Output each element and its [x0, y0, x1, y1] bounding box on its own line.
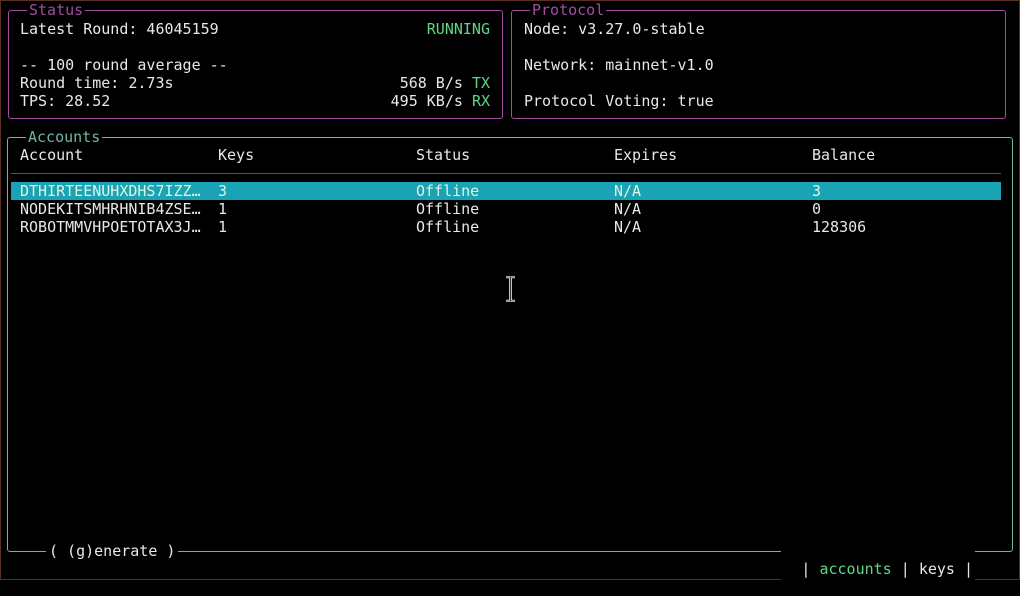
status-title: Status — [27, 1, 86, 19]
header-divider — [11, 173, 1001, 174]
table-cell: ROBOTMMVHPOETOTAX3J… — [20, 218, 201, 236]
table-cell: N/A — [614, 182, 642, 200]
table-cell: 3 — [812, 182, 822, 200]
table-cell: Offline — [416, 218, 480, 236]
column-header: Account — [20, 146, 84, 164]
node-version: Node: v3.27.0-stable — [524, 20, 705, 38]
table-cell: 1 — [218, 200, 228, 218]
tab-separator: | — [963, 560, 973, 578]
table-cell: Offline — [416, 182, 480, 200]
table-cell: 1 — [218, 218, 228, 236]
tab-separator: | — [900, 560, 910, 578]
text-cursor-icon — [506, 276, 515, 302]
column-header: Balance — [812, 146, 876, 164]
column-header: Keys — [218, 146, 255, 164]
round-time: Round time: 2.73s — [20, 74, 174, 92]
tx-value: 568 B/s — [399, 74, 463, 92]
table-row[interactable]: ROBOTMMVHPOETOTAX3J… 1 Offline N/A 128306 — [11, 218, 1001, 236]
tps: TPS: 28.52 — [20, 92, 111, 110]
tab-keys[interactable]: keys — [918, 560, 955, 578]
avg-heading: -- 100 round average -- — [20, 56, 228, 74]
protocol-panel: Protocol Node: v3.27.0-stable Network: m… — [511, 1, 1006, 119]
table-cell: DTHIRTEENUHXDHS7IZZ… — [20, 182, 201, 200]
protocol-voting: Protocol Voting: true — [524, 92, 714, 110]
running-badge: RUNNING — [426, 20, 490, 38]
generate-button[interactable]: ( (g)enerate ) — [46, 542, 179, 560]
table-cell: N/A — [614, 200, 642, 218]
table-cell: NODEKITSMHRHNIB4ZSE… — [20, 200, 201, 218]
table-cell: 3 — [218, 182, 228, 200]
accounts-panel: Accounts Account Keys Status Expires Balance… — [7, 128, 1013, 596]
tx-label: TX — [471, 74, 490, 92]
column-header: Expires — [614, 146, 678, 164]
table-row[interactable]: DTHIRTEENUHXDHS7IZZ… 3 Offline N/A 3 — [11, 182, 1001, 200]
tab-bar: | accounts | keys | — [781, 542, 975, 596]
status-panel: Status Latest Round: 46045159 RUNNING --… — [8, 1, 503, 119]
table-cell: 0 — [812, 200, 822, 218]
latest-round: Latest Round: 46045159 — [20, 20, 219, 38]
accounts-title: Accounts — [26, 128, 103, 146]
table-cell: N/A — [614, 218, 642, 236]
tab-accounts[interactable]: accounts — [819, 560, 892, 578]
column-header: Status — [416, 146, 471, 164]
rx-value: 495 KB/s — [390, 92, 463, 110]
protocol-title: Protocol — [530, 1, 607, 19]
rx-label: RX — [471, 92, 490, 110]
table-cell: Offline — [416, 200, 480, 218]
table-row[interactable]: NODEKITSMHRHNIB4ZSE… 1 Offline N/A 0 — [11, 200, 1001, 218]
table-cell: 128306 — [812, 218, 867, 236]
network: Network: mainnet-v1.0 — [524, 56, 714, 74]
tab-separator: | — [801, 560, 811, 578]
